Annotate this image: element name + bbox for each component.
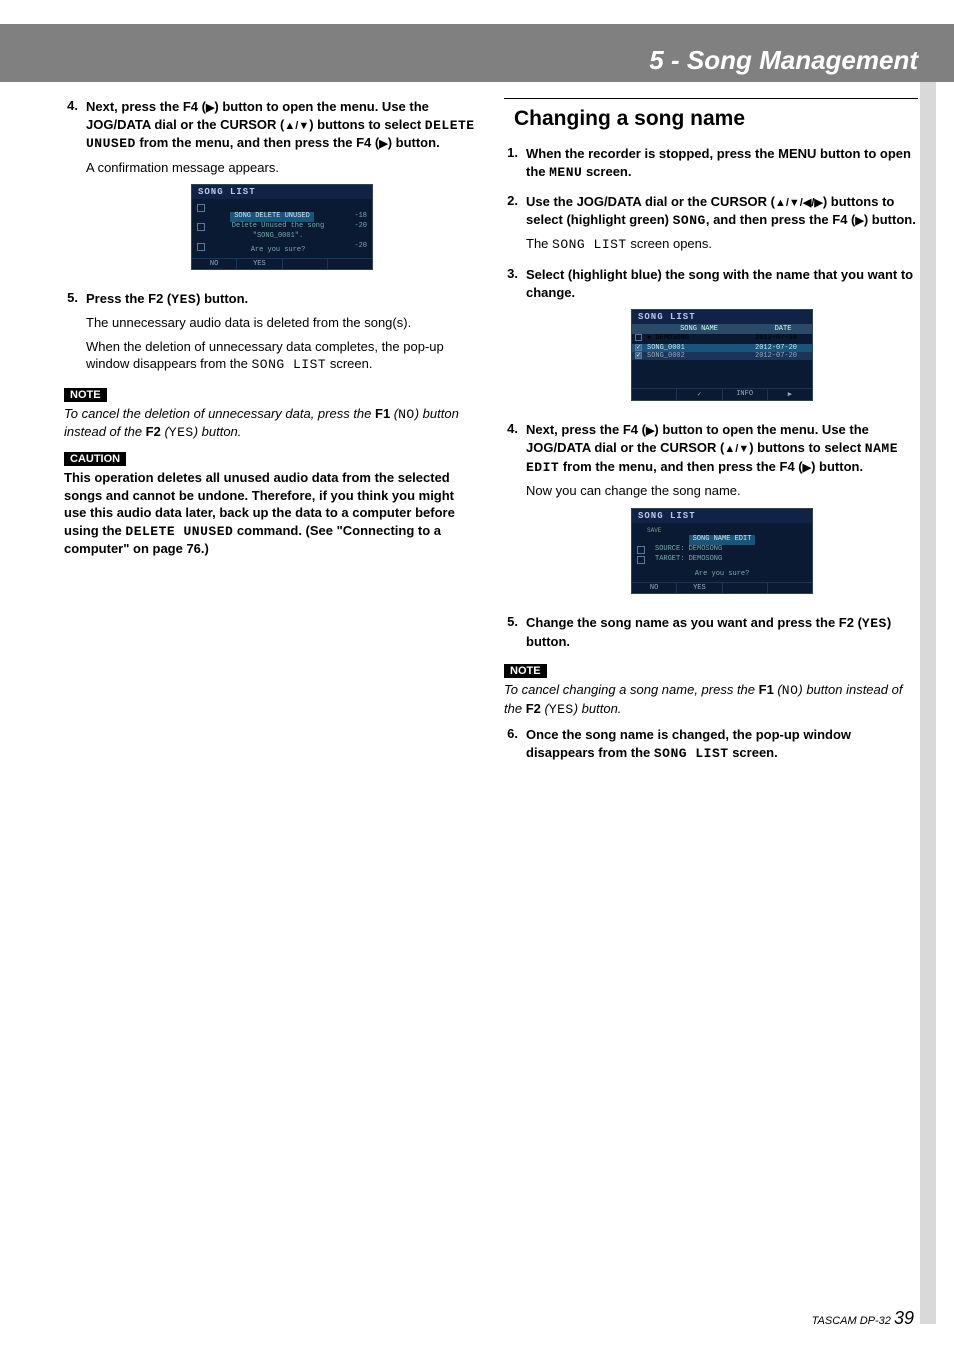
lcd-softkeys: NOYES xyxy=(632,582,812,593)
lcd-screenshot-name-edit: SONG LIST SAVE SONG NAME EDIT SOURCE: DE… xyxy=(631,508,813,595)
lcd-screenshot-delete-unused: SONG LIST SONG DELETE UNUSED -18 Delete … xyxy=(191,184,373,269)
left-step-4: 4. Next, press the F4 (▶) button to open… xyxy=(64,98,478,284)
left-column: 4. Next, press the F4 (▶) button to open… xyxy=(64,98,478,774)
step-text: Next, press the F4 (▶) button to open th… xyxy=(526,421,918,476)
step-text: Press the F2 (YES) button. xyxy=(86,290,478,309)
step-note: When the deletion of unnecessary data co… xyxy=(86,338,478,374)
step-text: When the recorder is stopped, press the … xyxy=(526,145,918,181)
step-number: 5. xyxy=(504,614,526,656)
step-text: Change the song name as you want and pre… xyxy=(526,614,918,650)
step-note: A confirmation message appears. xyxy=(86,159,478,177)
step-number: 6. xyxy=(504,726,526,768)
lcd-screenshot-song-list: SONG LIST SONG NAMEDATE ● DEMOSONG2012-0… xyxy=(631,309,813,401)
chapter-header: 5 - Song Management xyxy=(0,24,954,82)
step-text: Select (highlight blue) the song with th… xyxy=(526,266,918,301)
step-number: 2. xyxy=(504,193,526,260)
caution-text: This operation deletes all unused audio … xyxy=(64,469,478,558)
step-note: Now you can change the song name. xyxy=(526,482,918,500)
footer-model: TASCAM DP-32 xyxy=(812,1315,891,1327)
lcd-title: SONG LIST xyxy=(632,310,812,324)
step-text: Once the song name is changed, the pop-u… xyxy=(526,726,918,762)
right-step-2: 2. Use the JOG/DATA dial or the CURSOR (… xyxy=(504,193,918,260)
section-rule xyxy=(504,98,918,99)
left-step-5: 5. Press the F2 (YES) button. The unnece… xyxy=(64,290,478,380)
page-edge-tab xyxy=(920,24,936,1324)
step-number: 4. xyxy=(64,98,86,284)
step-number: 1. xyxy=(504,145,526,187)
right-step-5: 5. Change the song name as you want and … xyxy=(504,614,918,656)
step-text: Use the JOG/DATA dial or the CURSOR (▲/▼… xyxy=(526,193,918,229)
right-step-3: 3. Select (highlight blue) the song with… xyxy=(504,266,918,415)
step-number: 5. xyxy=(64,290,86,380)
lcd-softkeys: NOYES xyxy=(192,258,372,269)
note-badge: NOTE xyxy=(504,664,547,678)
page-footer: TASCAM DP-32 39 xyxy=(812,1308,914,1329)
step-note: The unnecessary audio data is deleted fr… xyxy=(86,314,478,332)
right-step-6: 6. Once the song name is changed, the po… xyxy=(504,726,918,768)
note-badge: NOTE xyxy=(64,388,107,402)
step-number: 3. xyxy=(504,266,526,415)
right-step-4: 4. Next, press the F4 (▶) button to open… xyxy=(504,421,918,608)
lcd-title: SONG LIST xyxy=(192,185,372,199)
step-note: The SONG LIST screen opens. xyxy=(526,235,918,254)
lcd-softkeys: ✓INFO▶ xyxy=(632,388,812,400)
right-step-1: 1. When the recorder is stopped, press t… xyxy=(504,145,918,187)
step-number: 4. xyxy=(504,421,526,608)
note-text: To cancel changing a song name, press th… xyxy=(504,681,918,718)
right-column: Changing a song name 1. When the recorde… xyxy=(504,98,918,774)
section-heading: Changing a song name xyxy=(514,107,918,131)
step-text: Next, press the F4 (▶) button to open th… xyxy=(86,98,478,153)
lcd-title: SONG LIST xyxy=(632,509,812,523)
footer-page-number: 39 xyxy=(894,1308,914,1328)
caution-badge: CAUTION xyxy=(64,452,126,466)
note-text: To cancel the deletion of unnecessary da… xyxy=(64,405,478,442)
chapter-title: 5 - Song Management xyxy=(649,45,918,76)
